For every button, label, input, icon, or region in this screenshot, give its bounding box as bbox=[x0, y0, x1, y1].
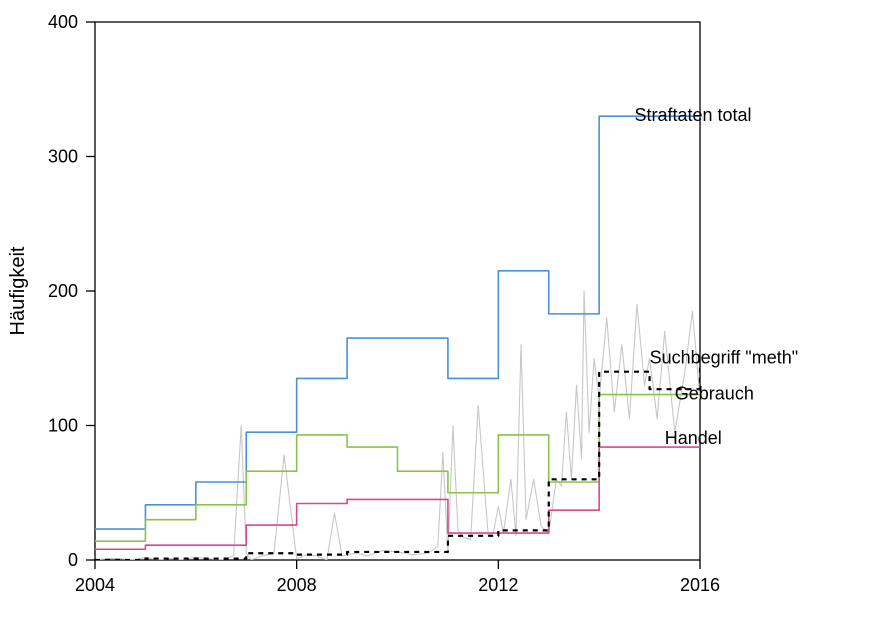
y-tick-label: 400 bbox=[48, 12, 78, 32]
plot-area bbox=[95, 116, 700, 560]
chart-container: 2004 2008 2012 2016 0 100 200 300 400 Häufigkeit S… bbox=[0, 0, 873, 623]
series-label: Suchbegriff "meth" bbox=[650, 347, 799, 367]
x-tick-label: 2016 bbox=[680, 575, 720, 595]
x-tick-label: 2004 bbox=[75, 575, 115, 595]
y-tick-label: 0 bbox=[68, 550, 78, 570]
series-label: Straftaten total bbox=[634, 105, 751, 125]
x-tick-label: 2012 bbox=[478, 575, 518, 595]
line-chart: 2004 2008 2012 2016 0 100 200 300 400 Häufigkeit S… bbox=[0, 0, 873, 623]
y-tick-label: 100 bbox=[48, 416, 78, 436]
series-label: Handel bbox=[665, 428, 722, 448]
y-axis-label: Häufigkeit bbox=[7, 246, 29, 335]
plot-frame bbox=[95, 22, 700, 560]
series-line bbox=[95, 395, 700, 542]
x-tick-label: 2008 bbox=[277, 575, 317, 595]
y-tick-label: 300 bbox=[48, 147, 78, 167]
y-tick-label: 200 bbox=[48, 281, 78, 301]
series-label: Gebrauch bbox=[675, 384, 754, 404]
